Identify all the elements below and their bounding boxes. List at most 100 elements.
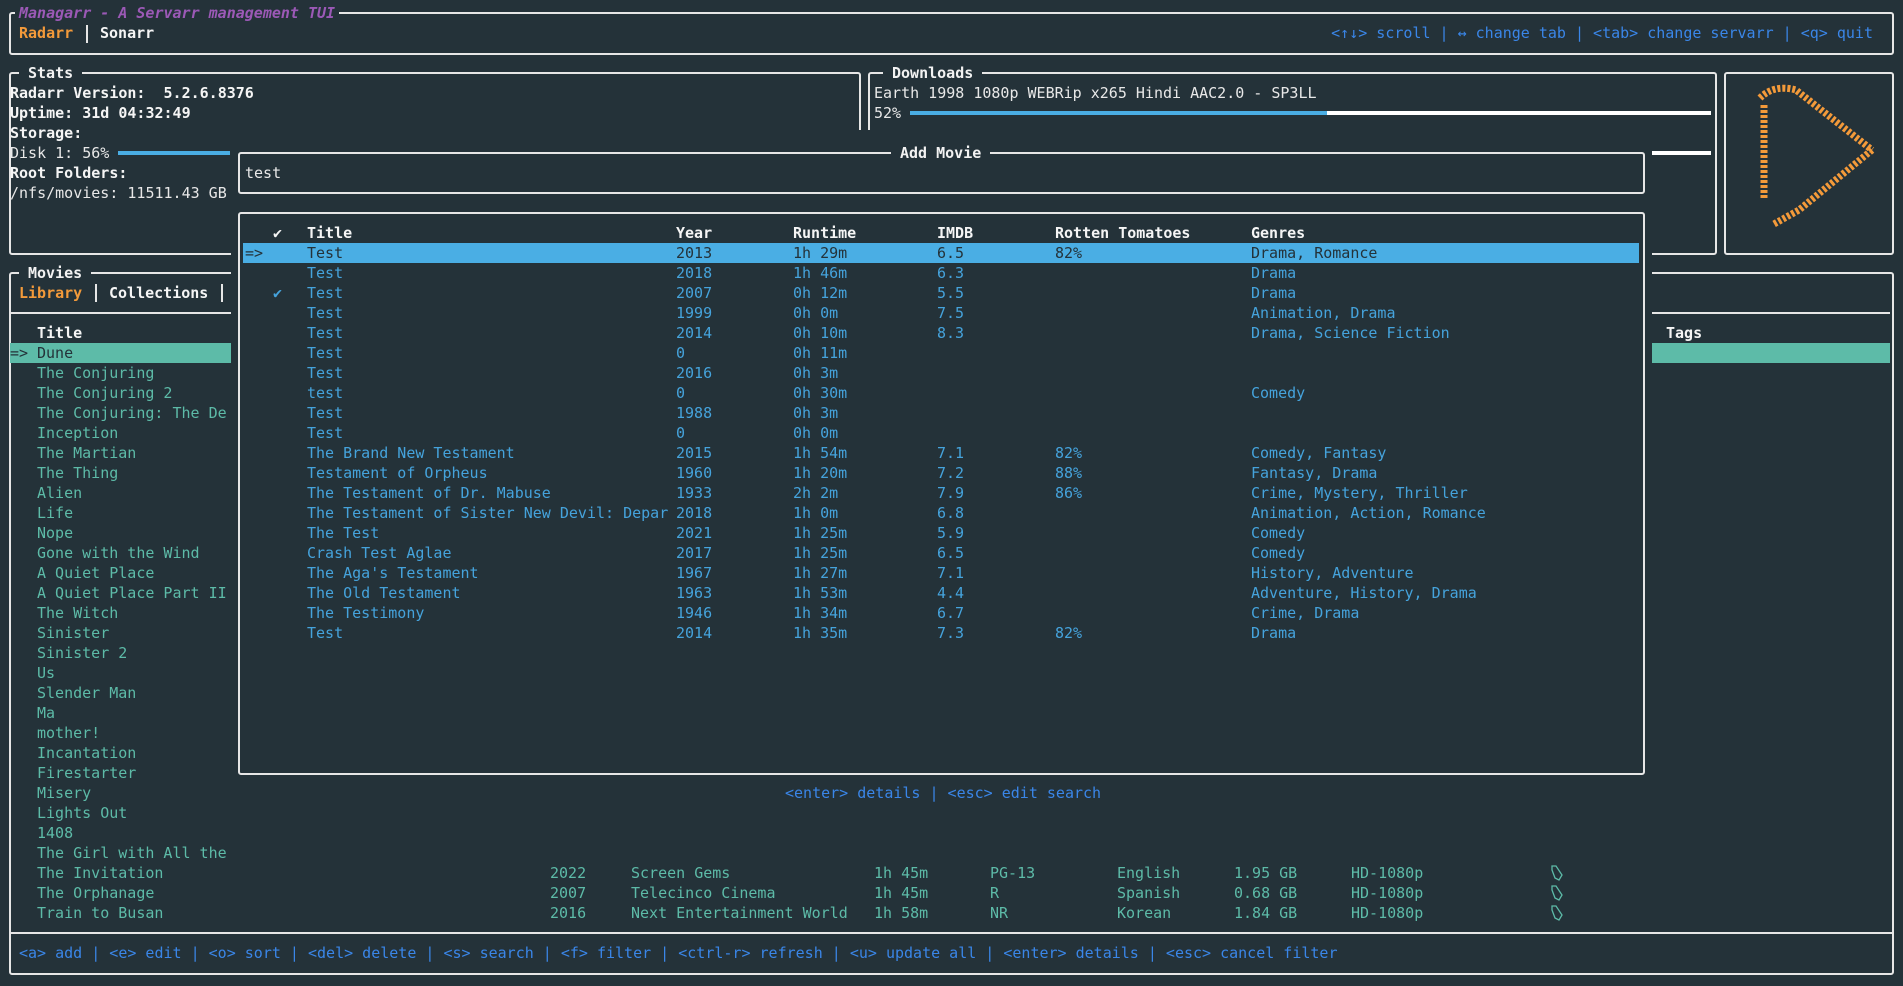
result-row-title[interactable]: Test — [307, 304, 344, 322]
result-row-runtime: 0h 0m — [793, 424, 839, 442]
stats-title: Stats — [19, 63, 83, 83]
result-row-title[interactable]: Test — [307, 364, 344, 382]
result-row-rt: 88% — [1055, 464, 1083, 482]
root-folder: /nfs/movies: 11511.43 GB — [10, 184, 227, 202]
download-progress-fill — [910, 111, 1327, 115]
library-row-title[interactable]: The Conjuring: The De — [37, 404, 226, 422]
library-row-title[interactable]: Life — [37, 504, 74, 522]
result-row-year: 1999 — [676, 304, 713, 322]
library-row-title[interactable]: The Invitation — [37, 864, 164, 882]
library-row-title[interactable]: The Conjuring 2 — [37, 384, 173, 402]
root-folders-label: Root Folders: — [10, 164, 128, 182]
result-row-year: 1946 — [676, 604, 713, 622]
result-row-year: 1967 — [676, 564, 713, 582]
result-row-title[interactable]: test — [307, 384, 344, 402]
result-row-title[interactable]: Test — [307, 324, 344, 342]
library-row-title[interactable]: A Quiet Place — [37, 564, 155, 582]
result-row-title[interactable]: The Testament of Dr. Mabuse — [307, 484, 551, 502]
tab-radarr[interactable]: Radarr — [19, 24, 74, 42]
result-row-imdb: 6.5 — [937, 244, 965, 262]
library-row-title[interactable]: Ma — [37, 704, 56, 722]
library-row-size: 1.95 GB — [1234, 864, 1298, 882]
library-row-language: English — [1117, 864, 1181, 882]
result-row-title[interactable]: The Aga's Testament — [307, 564, 479, 582]
result-row-year: 1960 — [676, 464, 713, 482]
tab-collections[interactable]: Collections — [109, 284, 209, 302]
library-row-title[interactable]: The Thing — [37, 464, 119, 482]
result-row-title[interactable]: Testament of Orpheus — [307, 464, 488, 482]
library-row-title[interactable]: The Conjuring — [37, 364, 155, 382]
disk-usage-label: Disk 1: 56% — [10, 144, 110, 162]
download-name: Earth 1998 1080p WEBRip x265 Hindi AAC2.… — [874, 84, 1317, 102]
library-row-runtime: 1h 45m — [874, 884, 929, 902]
library-row-title[interactable]: A Quiet Place Part II — [37, 584, 226, 602]
result-row-year: 1988 — [676, 404, 713, 422]
result-row-title[interactable]: Test — [307, 344, 344, 362]
library-row-title[interactable]: Sinister — [37, 624, 110, 642]
result-row-title[interactable]: The Old Testament — [307, 584, 461, 602]
library-row-title[interactable]: 1408 — [37, 824, 74, 842]
selected-marker: => — [245, 244, 264, 262]
library-row-title[interactable]: Firestarter — [37, 764, 137, 782]
result-row-title[interactable]: Crash Test Aglae — [307, 544, 452, 562]
library-row-title[interactable]: Nope — [37, 524, 74, 542]
result-row-genres: Comedy — [1251, 524, 1306, 542]
result-row-runtime: 1h 54m — [793, 444, 848, 462]
library-row-title[interactable]: Incantation — [37, 744, 137, 762]
library-row-title[interactable]: Alien — [37, 484, 83, 502]
library-row-title[interactable]: Us — [37, 664, 56, 682]
library-row-runtime: 1h 58m — [874, 904, 929, 922]
result-row-title[interactable]: Test — [307, 404, 344, 422]
library-row-title[interactable]: Slender Man — [37, 684, 137, 702]
tab-separator — [86, 25, 88, 43]
result-row-genres: Drama, Science Fiction — [1251, 324, 1450, 342]
result-row-runtime: 1h 46m — [793, 264, 848, 282]
library-row-size: 0.68 GB — [1234, 884, 1298, 902]
result-row-title[interactable]: The Test — [307, 524, 380, 542]
storage-label: Storage: — [10, 124, 83, 142]
movies-help-separator — [10, 932, 1892, 934]
library-row-runtime: 1h 45m — [874, 864, 929, 882]
disk-usage-bar — [118, 151, 230, 155]
result-row-title[interactable]: Test — [307, 284, 344, 302]
library-row-title[interactable]: The Orphanage — [37, 884, 155, 902]
result-row-title[interactable]: Test — [307, 264, 344, 282]
add-movie-search-input[interactable]: test — [245, 164, 282, 182]
library-row-title[interactable]: Inception — [37, 424, 119, 442]
library-row-title[interactable]: Train to Busan — [37, 904, 164, 922]
result-row-runtime: 0h 10m — [793, 324, 848, 342]
library-row-year: 2022 — [550, 864, 587, 882]
download-progress-bar — [910, 111, 1711, 115]
result-row-year: 2007 — [676, 284, 713, 302]
tag-icon — [1551, 905, 1563, 921]
library-row-title[interactable]: The Witch — [37, 604, 119, 622]
library-row-title[interactable]: Lights Out — [37, 804, 128, 822]
tab-library[interactable]: Library — [19, 284, 83, 302]
result-row-title[interactable]: The Testament of Sister New Devil: Depar — [307, 504, 669, 522]
column-tags: Tags — [1666, 324, 1703, 342]
library-row-title[interactable]: The Martian — [37, 444, 137, 462]
result-row-title[interactable]: Test — [307, 424, 344, 442]
result-row-runtime: 2h 2m — [793, 484, 839, 502]
result-row-imdb: 6.8 — [937, 504, 965, 522]
library-row-title[interactable]: The Girl with All the — [37, 844, 226, 862]
result-row-rt: 82% — [1055, 444, 1083, 462]
tag-icon — [1551, 865, 1563, 881]
result-row-genres: Fantasy, Drama — [1251, 464, 1378, 482]
result-row-title[interactable]: The Brand New Testament — [307, 444, 515, 462]
result-row-year: 2021 — [676, 524, 713, 542]
library-row-title[interactable]: Misery — [37, 784, 92, 802]
library-row-title[interactable]: mother! — [37, 724, 101, 742]
result-row-genres: Comedy — [1251, 544, 1306, 562]
result-row-title[interactable]: Test — [307, 244, 344, 262]
result-row-title[interactable]: The Testimony — [307, 604, 425, 622]
library-row-title[interactable]: Dune — [37, 344, 74, 362]
result-row-runtime: 1h 34m — [793, 604, 848, 622]
tab-sonarr[interactable]: Sonarr — [100, 24, 155, 42]
result-row-runtime: 1h 0m — [793, 504, 839, 522]
result-row-title[interactable]: Test — [307, 624, 344, 642]
selected-marker: => — [10, 344, 29, 362]
result-row-year: 2016 — [676, 364, 713, 382]
library-row-title[interactable]: Gone with the Wind — [37, 544, 200, 562]
library-row-title[interactable]: Sinister 2 — [37, 644, 128, 662]
